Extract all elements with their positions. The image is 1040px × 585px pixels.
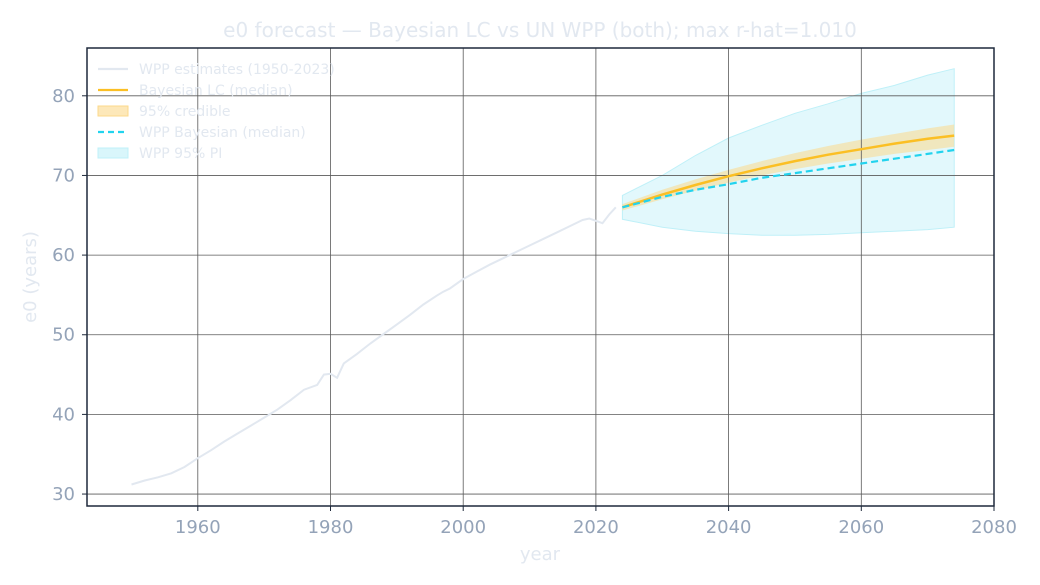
plot-frame — [86, 47, 995, 507]
wpp-95-pi-band — [621, 68, 955, 236]
x-tick-label: 1960 — [175, 517, 221, 538]
legend-label: 95% credible — [139, 104, 231, 120]
x-tick-label: 2060 — [838, 517, 884, 538]
x-tick-label: 1980 — [308, 517, 354, 538]
legend-label: WPP Bayesian (median) — [139, 125, 306, 141]
legend-label: WPP 95% PI — [139, 146, 222, 162]
x-tick-label: 2080 — [971, 517, 1017, 538]
x-tick-label: 2000 — [440, 517, 486, 538]
x-axis-label: year — [520, 544, 561, 565]
bayes-95-credible-band — [622, 124, 955, 211]
y-tick-label: 70 — [52, 165, 75, 186]
legend-label: Bayesian LC (median) — [139, 83, 293, 99]
legend: WPP estimates (1950-2023) Bayesian LC (me… — [97, 62, 335, 162]
legend-swatch-bayes_band — [97, 105, 129, 117]
x-tick-label: 2020 — [573, 517, 619, 538]
x-tick-label: 2040 — [706, 517, 752, 538]
wpp-estimates-line — [131, 206, 617, 486]
bayesian-lc-median-line — [622, 134, 955, 209]
legend-label: WPP estimates (1950-2023) — [139, 62, 335, 78]
y-tick-label: 40 — [52, 404, 75, 425]
legend-swatch-wpp_band — [97, 147, 129, 159]
y-tick-label: 80 — [52, 86, 75, 107]
y-tick-label: 60 — [52, 245, 75, 266]
y-tick-label: 30 — [52, 484, 75, 505]
y-axis-label: e0 (years) — [20, 231, 41, 323]
chart-title: e0 forecast — Bayesian LC vs UN WPP (bot… — [223, 18, 857, 42]
wpp-bayesian-median-line — [622, 148, 955, 209]
y-tick-label: 50 — [52, 325, 75, 346]
